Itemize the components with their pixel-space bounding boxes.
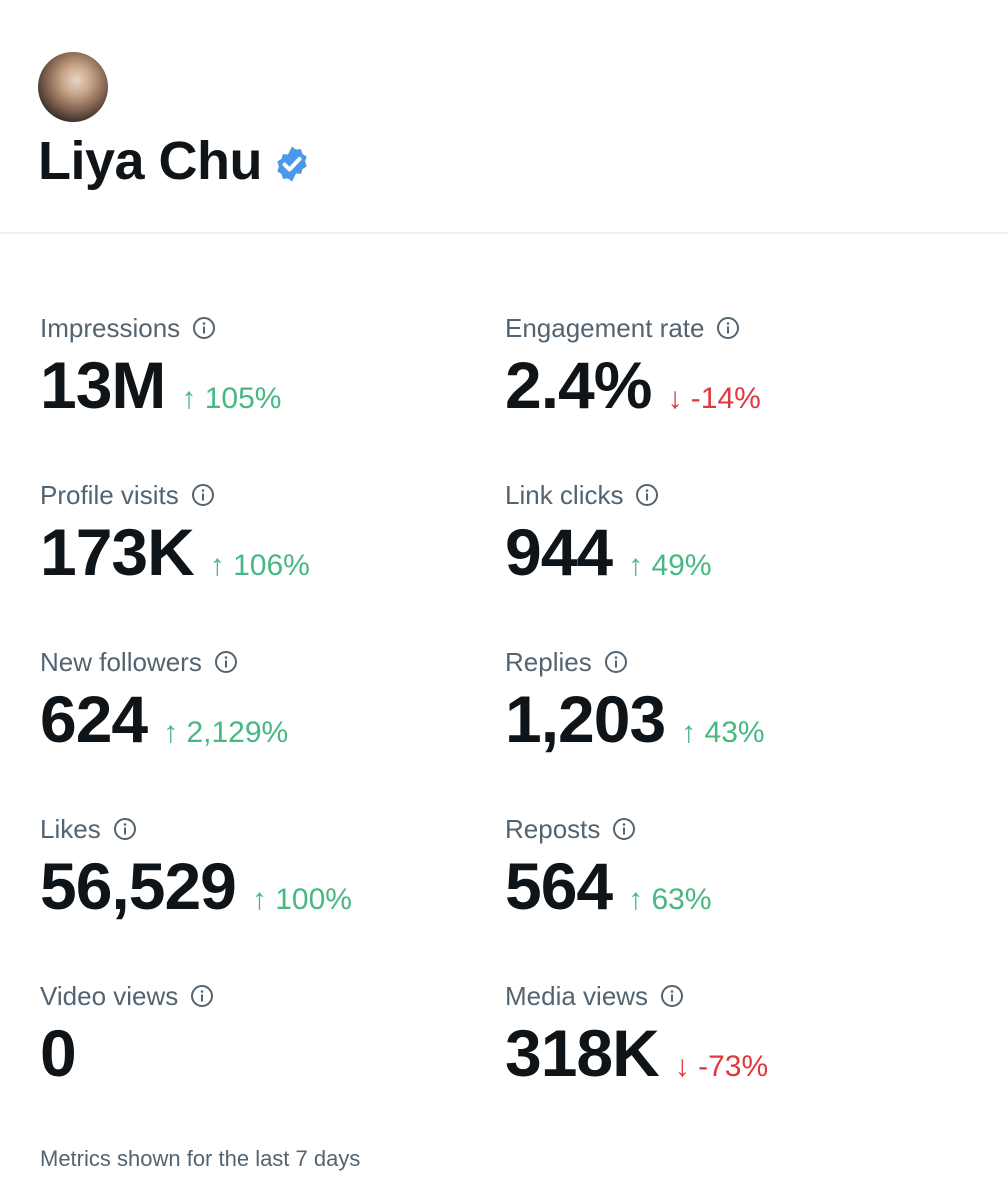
metric-likes: Likes 56,529 ↑ 100% bbox=[40, 814, 500, 923]
metric-change: ↑ 49% bbox=[628, 549, 711, 583]
info-icon[interactable] bbox=[214, 650, 238, 674]
metric-label-row: Engagement rate bbox=[505, 313, 965, 343]
metric-value: 1,203 bbox=[505, 682, 666, 756]
metric-label: Likes bbox=[40, 813, 101, 844]
verified-badge-icon bbox=[277, 146, 307, 182]
metric-change-value: 63% bbox=[651, 883, 712, 916]
profile-header: Liya Chu bbox=[38, 130, 312, 192]
metric-value-row: 564 ↑ 63% bbox=[505, 850, 965, 922]
metric-change: ↑ 105% bbox=[181, 382, 281, 416]
metric-reposts: Reposts 564 ↑ 63% bbox=[505, 814, 965, 923]
arrow-up-icon: ↑ bbox=[181, 382, 205, 415]
metric-label: Replies bbox=[505, 646, 592, 677]
arrow-down-icon: ↓ bbox=[667, 382, 691, 415]
metric-value: 56,529 bbox=[40, 849, 237, 923]
metric-value: 944 bbox=[505, 515, 613, 589]
arrow-up-icon: ↑ bbox=[251, 883, 276, 916]
metric-change: ↑ 63% bbox=[628, 883, 711, 917]
arrow-up-icon: ↑ bbox=[163, 716, 187, 749]
avatar[interactable] bbox=[38, 52, 108, 122]
info-icon[interactable] bbox=[191, 483, 215, 507]
metric-value-row: 1,203 ↑ 43% bbox=[505, 683, 965, 755]
metric-value: 173K bbox=[40, 515, 195, 589]
metric-label-row: Media views bbox=[505, 981, 965, 1011]
metric-label-row: Reposts bbox=[505, 814, 965, 844]
metric-label-row: Link clicks bbox=[505, 480, 965, 510]
metric-label: Reposts bbox=[505, 813, 601, 844]
arrow-down-icon: ↓ bbox=[674, 1050, 699, 1083]
metric-value-row: 13M ↑ 105% bbox=[40, 349, 500, 421]
metric-value-row: 318K ↓ -73% bbox=[505, 1017, 965, 1089]
metric-value: 564 bbox=[505, 849, 613, 923]
metric-value-row: 944 ↑ 49% bbox=[505, 516, 965, 588]
metric-label-row: Profile visits bbox=[40, 480, 500, 510]
metric-engagement-rate: Engagement rate 2.4% ↓ -14% bbox=[505, 313, 965, 422]
metric-label-row: Video views bbox=[40, 981, 500, 1011]
divider bbox=[0, 232, 1008, 234]
metric-value-row: 56,529 ↑ 100% bbox=[40, 850, 500, 922]
metric-link-clicks: Link clicks 944 ↑ 49% bbox=[505, 480, 965, 589]
metric-label: Video views bbox=[40, 980, 179, 1011]
metric-label: Profile visits bbox=[40, 479, 179, 510]
metric-change-value: 49% bbox=[651, 549, 712, 582]
info-icon[interactable] bbox=[604, 650, 628, 674]
metric-impressions: Impressions 13M ↑ 105% bbox=[40, 313, 500, 422]
metric-label: Engagement rate bbox=[505, 312, 705, 343]
metric-value: 13M bbox=[40, 348, 166, 422]
metric-change-value: 100% bbox=[275, 883, 352, 916]
metric-label-row: Likes bbox=[40, 814, 500, 844]
metric-change: ↓ -73% bbox=[675, 1050, 768, 1084]
metric-profile-visits: Profile visits 173K ↑ 106% bbox=[40, 480, 500, 589]
metric-label: Media views bbox=[505, 980, 649, 1011]
arrow-up-icon: ↑ bbox=[628, 883, 652, 916]
profile-name: Liya Chu bbox=[38, 131, 263, 191]
info-icon[interactable] bbox=[660, 984, 684, 1008]
arrow-up-icon: ↑ bbox=[681, 716, 705, 749]
info-icon[interactable] bbox=[635, 483, 659, 507]
metric-change-value: -73% bbox=[698, 1050, 769, 1083]
info-icon[interactable] bbox=[190, 984, 214, 1008]
metric-media-views: Media views 318K ↓ -73% bbox=[505, 981, 965, 1090]
metric-change-value: 106% bbox=[233, 549, 310, 582]
info-icon[interactable] bbox=[192, 316, 216, 340]
metric-change: ↑ 106% bbox=[210, 549, 310, 583]
metric-video-views: Video views 0 bbox=[40, 981, 500, 1089]
metric-label: Link clicks bbox=[505, 479, 624, 510]
metric-value-row: 0 bbox=[40, 1017, 500, 1089]
metric-change: ↑ 43% bbox=[681, 716, 764, 750]
metric-change: ↓ -14% bbox=[667, 382, 760, 416]
metric-change: ↑ 100% bbox=[252, 883, 352, 917]
metric-label: New followers bbox=[40, 646, 202, 677]
arrow-up-icon: ↑ bbox=[628, 549, 652, 582]
metric-value: 318K bbox=[505, 1016, 660, 1090]
metric-label-row: Impressions bbox=[40, 313, 500, 343]
metric-change-value: 2,129% bbox=[186, 716, 289, 749]
metric-change-value: 43% bbox=[704, 716, 765, 749]
metric-value-row: 2.4% ↓ -14% bbox=[505, 349, 965, 421]
metric-change-value: -14% bbox=[690, 382, 761, 415]
metric-replies: Replies 1,203 ↑ 43% bbox=[505, 647, 965, 756]
metric-value: 2.4% bbox=[505, 348, 652, 422]
info-icon[interactable] bbox=[113, 817, 137, 841]
info-icon[interactable] bbox=[612, 817, 636, 841]
metric-value: 624 bbox=[40, 682, 148, 756]
metric-label-row: Replies bbox=[505, 647, 965, 677]
metric-new-followers: New followers 624 ↑ 2,129% bbox=[40, 647, 500, 756]
info-icon[interactable] bbox=[716, 316, 740, 340]
metric-change-value: 105% bbox=[204, 382, 282, 415]
metric-value-row: 624 ↑ 2,129% bbox=[40, 683, 500, 755]
arrow-up-icon: ↑ bbox=[209, 549, 234, 582]
metric-value: 0 bbox=[40, 1016, 77, 1090]
metric-value-row: 173K ↑ 106% bbox=[40, 516, 500, 588]
metric-label: Impressions bbox=[40, 312, 181, 343]
metric-label-row: New followers bbox=[40, 647, 500, 677]
footer-note: Metrics shown for the last 7 days bbox=[40, 1146, 361, 1171]
metric-change: ↑ 2,129% bbox=[163, 716, 288, 750]
